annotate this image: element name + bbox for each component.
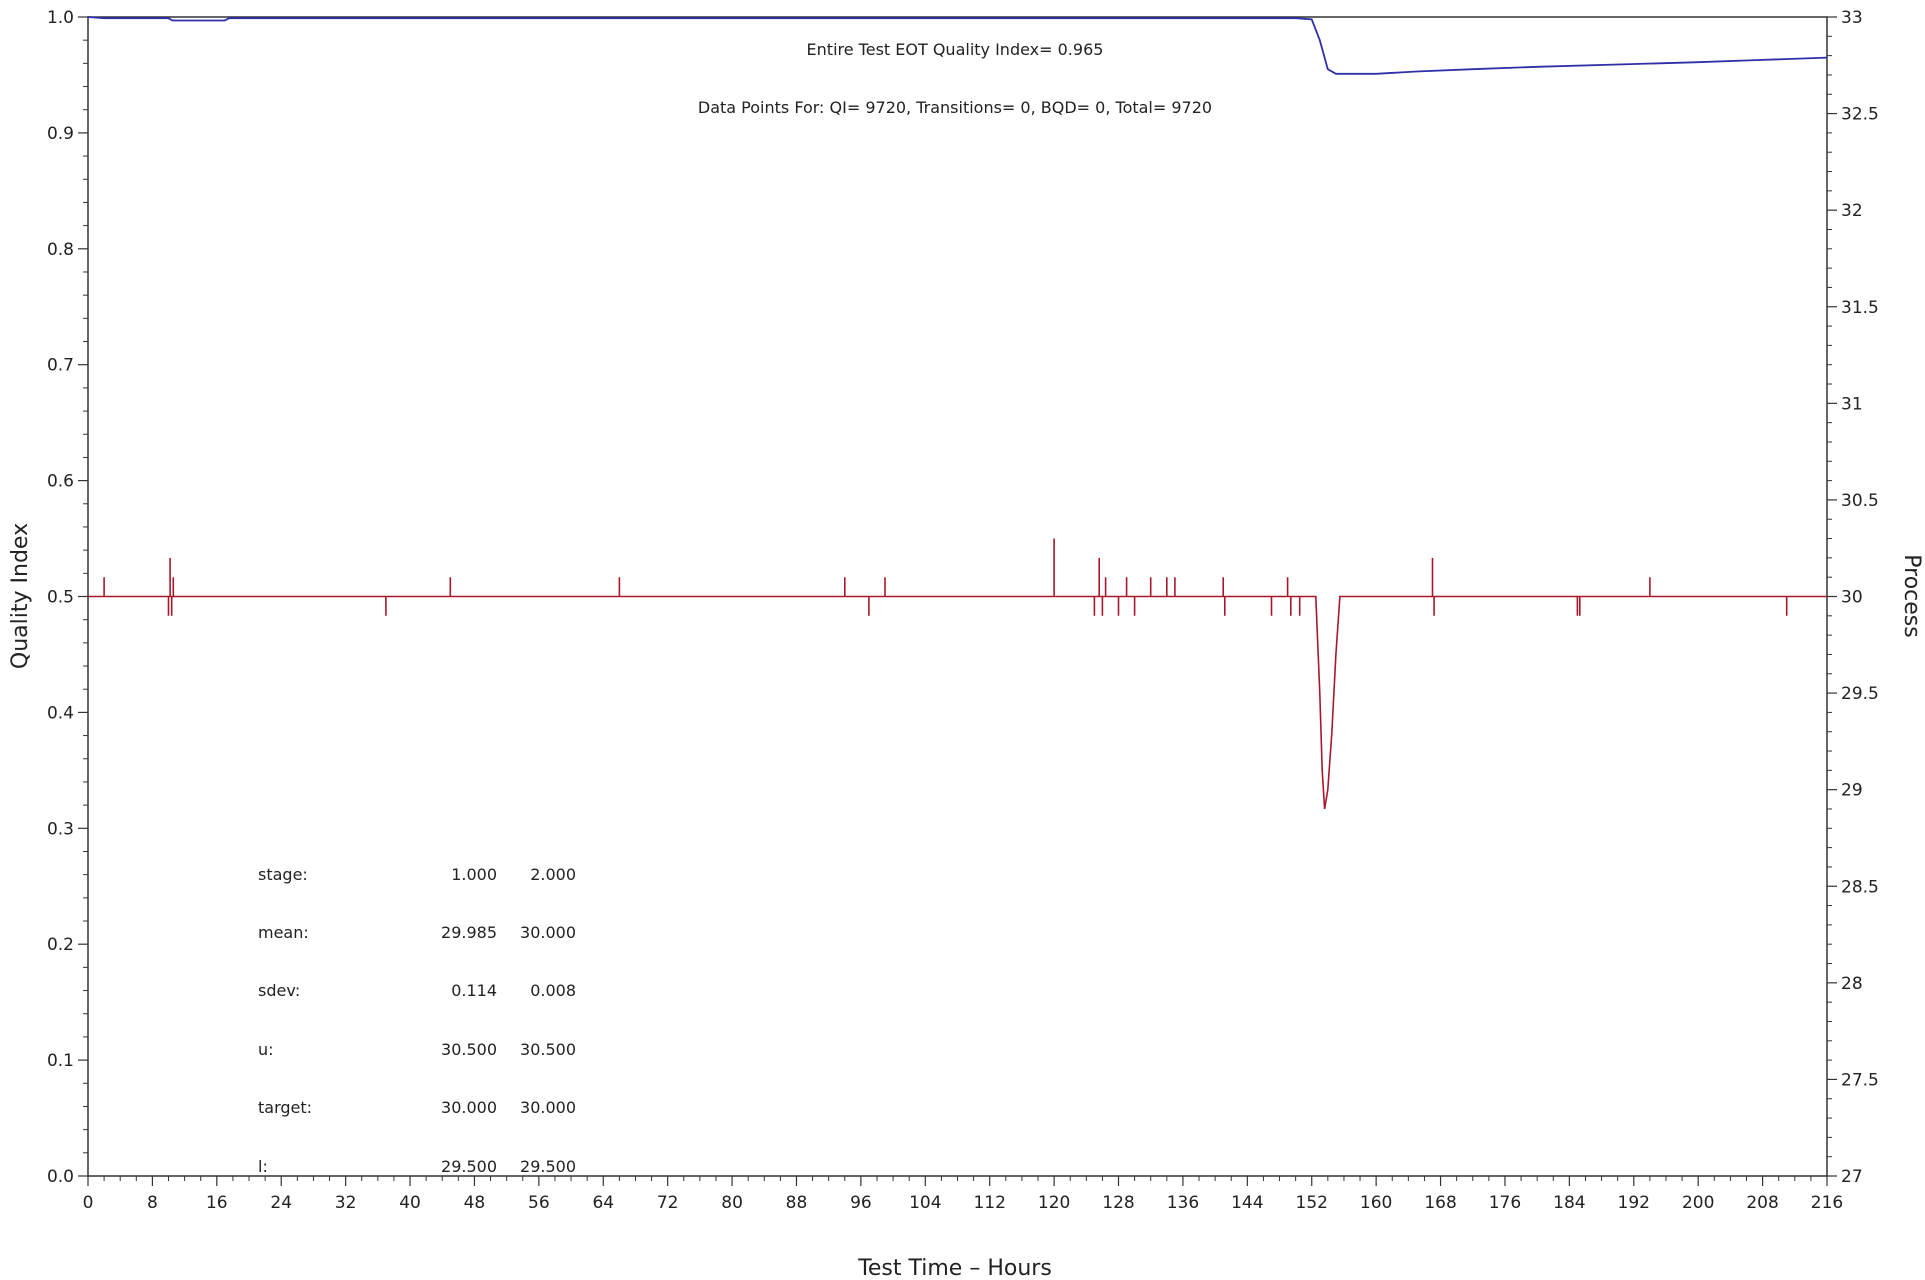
quality-index-line	[87, 16, 1828, 75]
y-tick-label: 0.8	[47, 240, 74, 260]
y2-tick-label: 29.5	[1841, 684, 1879, 704]
stats-row-label: target:	[258, 1098, 312, 1117]
process-line	[88, 538, 1827, 810]
y2-axis-title: Process	[1899, 554, 1924, 637]
stats-row-stage2-value: 30.000	[520, 1098, 576, 1117]
y2-tick-label: 29	[1841, 781, 1863, 801]
y2-tick-label: 28.5	[1841, 877, 1879, 897]
stats-row-stage1-value: 29.500	[441, 1157, 497, 1176]
x-tick-label: 40	[399, 1193, 421, 1213]
x-tick-label: 128	[1102, 1193, 1134, 1213]
y-tick-label: 0.3	[47, 819, 74, 839]
x-tick-label: 144	[1231, 1193, 1263, 1213]
stats-table: stage: 1.000 2.000 mean: 29.985 30.000 sdev: 0.…	[258, 865, 576, 1176]
stats-row-label: sdev:	[258, 981, 300, 1000]
y2-tick-label: 31.5	[1841, 298, 1879, 318]
y2-tick-label: 30.5	[1841, 491, 1879, 511]
stats-row-stage1-value: 29.985	[441, 923, 497, 942]
x-tick-label: 96	[850, 1193, 872, 1213]
x-tick-label: 56	[528, 1193, 550, 1213]
y-axis-title: Quality Index	[8, 523, 33, 669]
x-tick-label: 72	[657, 1193, 679, 1213]
y2-tick-label: 27	[1841, 1167, 1863, 1187]
stats-row-label: u:	[258, 1040, 274, 1059]
y2-tick-label: 31	[1841, 394, 1863, 414]
stats-row-stage2-value: 30.500	[520, 1040, 576, 1059]
stats-row-stage2-value: 0.008	[530, 981, 576, 1000]
x-tick-label: 168	[1424, 1193, 1456, 1213]
stats-row-label: l:	[258, 1157, 268, 1176]
x-tick-label: 64	[592, 1193, 614, 1213]
y2-tick-label: 28	[1841, 974, 1863, 994]
x-tick-label: 120	[1038, 1193, 1070, 1213]
y-tick-label: 0.7	[47, 356, 74, 376]
x-tick-label: 160	[1360, 1193, 1392, 1213]
y-tick-label: 0.5	[47, 588, 74, 608]
x-tick-label: 0	[83, 1193, 94, 1213]
x-tick-label: 16	[206, 1193, 228, 1213]
stats-row-stage1-value: 1.000	[451, 865, 497, 884]
x-tick-label: 192	[1618, 1193, 1650, 1213]
y-tick-label: 0.2	[47, 935, 74, 955]
y-tick-label: 0.4	[47, 703, 74, 723]
x-tick-label: 32	[335, 1193, 357, 1213]
data-points-annotation: Data Points For: QI= 9720, Transitions= …	[698, 98, 1212, 117]
stats-row-label: stage:	[258, 865, 308, 884]
stats-row-stage2-value: 2.000	[530, 865, 576, 884]
y2-tick-label: 33	[1841, 8, 1863, 28]
axes: 0 8 16 24 32 40 48 56 64 72 80 88 96 104 112 120 128 136 1…	[47, 8, 1879, 1213]
x-axis-title: Test Time – Hours	[857, 1256, 1052, 1280]
y2-tick-label: 32	[1841, 201, 1863, 221]
y-tick-label: 1.0	[47, 8, 74, 28]
stats-row-stage1-value: 30.000	[441, 1098, 497, 1117]
stats-row-stage1-value: 0.114	[451, 981, 497, 1000]
x-tick-label: 200	[1682, 1193, 1714, 1213]
x-tick-label: 80	[721, 1193, 743, 1213]
y-tick-label: 0.6	[47, 472, 74, 492]
x-tick-label: 136	[1167, 1193, 1199, 1213]
x-tick-label: 104	[909, 1193, 941, 1213]
x-tick-label: 48	[464, 1193, 486, 1213]
x-tick-label: 8	[147, 1193, 158, 1213]
annotation-layer: Entire Test EOT Quality Index= 0.965 Dat…	[698, 40, 1212, 117]
series-layer	[87, 16, 1828, 810]
stats-row-label: mean:	[258, 923, 309, 942]
x-tick-label: 88	[786, 1193, 808, 1213]
y2-tick-label: 27.5	[1841, 1070, 1879, 1090]
stats-row-stage2-value: 29.500	[520, 1157, 576, 1176]
y2-tick-label: 30	[1841, 588, 1863, 608]
x-tick-label: 112	[973, 1193, 1005, 1213]
x-tick-label: 216	[1811, 1193, 1843, 1213]
eot-quality-annotation: Entire Test EOT Quality Index= 0.965	[807, 40, 1104, 59]
stats-row-stage1-value: 30.500	[441, 1040, 497, 1059]
y-tick-label: 0.0	[47, 1167, 74, 1187]
x-tick-label: 152	[1296, 1193, 1328, 1213]
stats-row-stage2-value: 30.000	[520, 923, 576, 942]
x-tick-label: 176	[1489, 1193, 1521, 1213]
y-tick-label: 0.9	[47, 124, 74, 144]
y2-tick-label: 32.5	[1841, 105, 1879, 125]
x-tick-label: 24	[270, 1193, 292, 1213]
x-tick-label: 184	[1553, 1193, 1585, 1213]
y-tick-label: 0.1	[47, 1051, 74, 1071]
x-tick-label: 208	[1746, 1193, 1778, 1213]
